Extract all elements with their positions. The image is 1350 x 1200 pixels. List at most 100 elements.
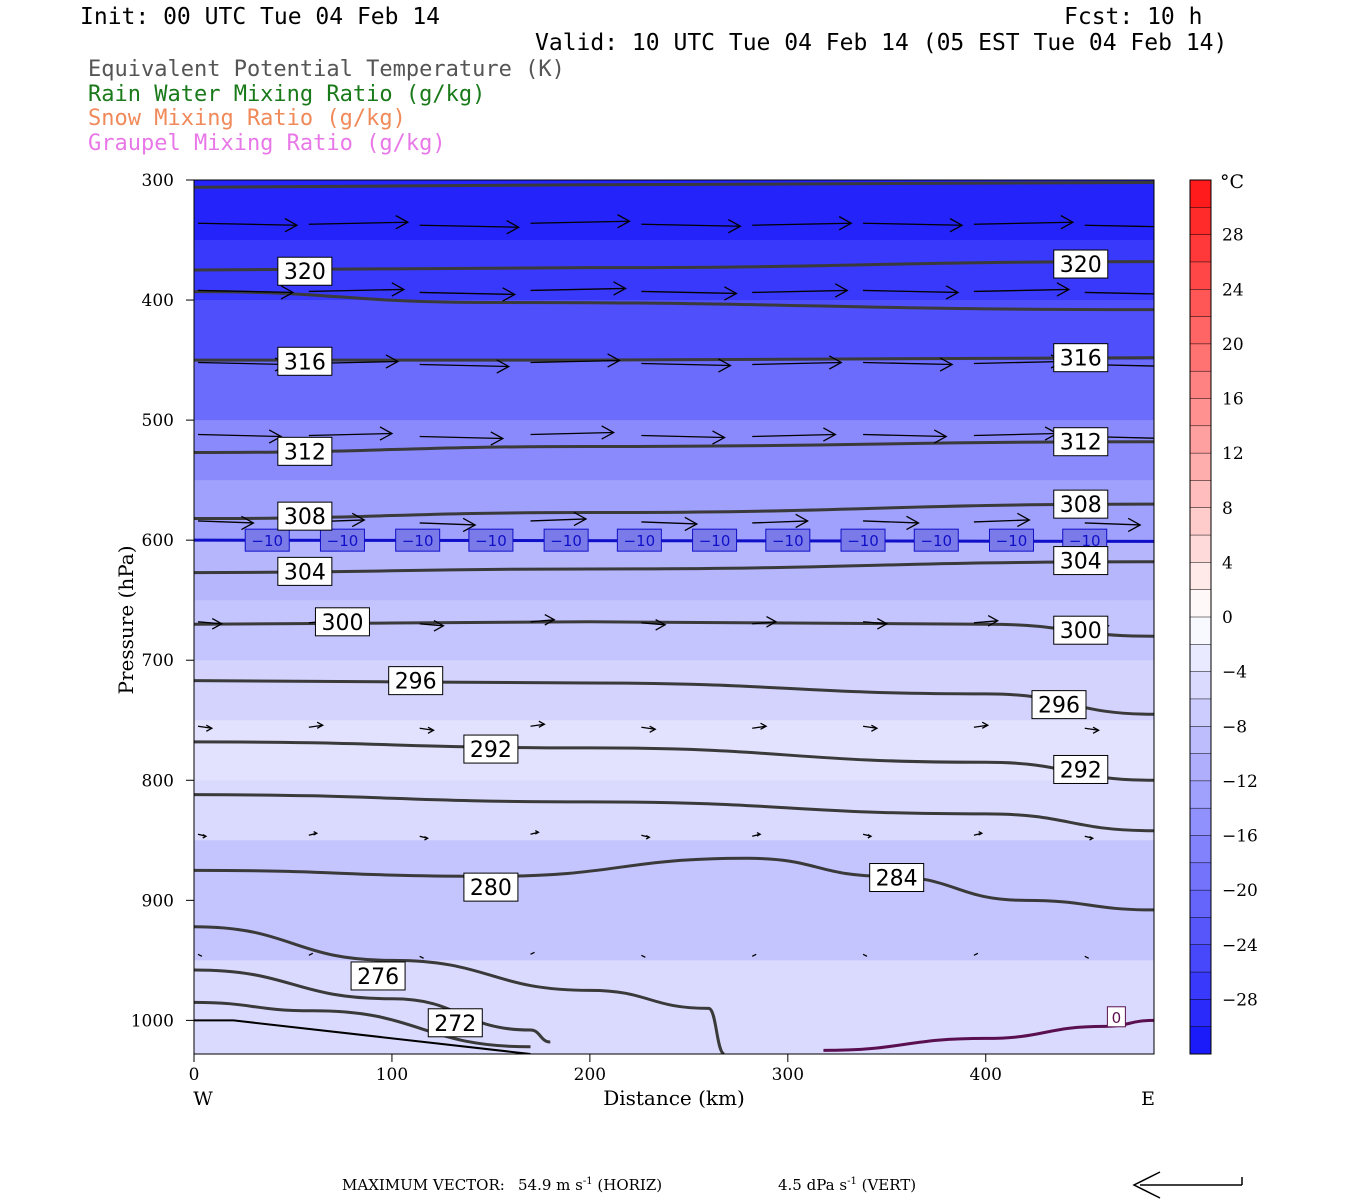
x-axis-west: W: [193, 1088, 213, 1110]
wind-vector-head: [424, 835, 429, 841]
wind-vector-head: [490, 431, 505, 446]
contour-label-box: [463, 734, 519, 764]
wind-vector-head: [906, 515, 920, 531]
wind-vector: [197, 621, 222, 625]
wind-vector: [1084, 955, 1090, 959]
wind-vector-head: [939, 357, 954, 372]
colorbar-tick-label: 12: [1222, 444, 1244, 464]
wind-vector: [197, 953, 203, 957]
x-axis-east: E: [1141, 1088, 1155, 1110]
contour-label: 316: [284, 350, 326, 375]
colorbar-segment: [1190, 753, 1211, 782]
wind-vector-head: [202, 833, 208, 839]
temperature-band: [194, 780, 1154, 842]
wind-vector-head: [284, 218, 299, 233]
temperature-band: [194, 360, 1154, 422]
x-tick-label: 200: [574, 1065, 606, 1085]
wind-vector: [973, 519, 1030, 523]
contour-label-box: [1053, 249, 1109, 279]
theta-e-contour: [194, 925, 726, 1054]
wind-vector: [197, 222, 297, 226]
theta-e-contour: [194, 1000, 531, 1049]
isotherm-label: −10: [772, 532, 804, 550]
contour-label-box: [350, 961, 406, 991]
colorbar-segment: [1190, 917, 1211, 946]
wind-vector-head: [1056, 282, 1071, 297]
isotherm-label: −10: [847, 532, 879, 550]
wind-vector: [419, 363, 509, 368]
wind-vector: [752, 725, 767, 729]
isotherm-label: −10: [624, 532, 656, 550]
wind-vector: [863, 222, 963, 226]
colorbar-tick-label: −28: [1222, 990, 1258, 1010]
contour-label-box: [1053, 754, 1109, 784]
colorbar-tick-label: 16: [1222, 390, 1244, 410]
temperature-band: [194, 960, 1154, 1054]
colorbar-tick-label: −4: [1222, 663, 1247, 683]
colorbar-segment: [1190, 617, 1211, 645]
isotherm-label: −10: [550, 532, 582, 550]
wind-vector-head: [1172, 221, 1184, 234]
y-tick-label: 900: [142, 891, 174, 911]
wind-vector-head: [877, 618, 889, 630]
wind-vector-head: [867, 833, 873, 839]
contour-label-box: [277, 346, 333, 376]
wind-vector: [751, 953, 757, 957]
wind-vector-head: [766, 616, 778, 628]
wind-vector-head: [949, 218, 964, 233]
colorbar-segment: [1190, 343, 1211, 372]
colorbar-segment: [1190, 890, 1211, 918]
contour-label: 304: [284, 560, 326, 585]
wind-vector-head: [649, 725, 657, 733]
isotherm-label-box: [395, 528, 441, 552]
ground-line: [194, 1019, 531, 1054]
wind-vector: [530, 359, 620, 364]
contour-label-box: [277, 501, 333, 531]
isotherm-label: −10: [699, 532, 731, 550]
wind-vector-head: [1127, 517, 1142, 533]
wind-vector-head: [1168, 288, 1180, 301]
isotherm-zero-label-box: [1106, 1006, 1126, 1028]
isotherm-label: −10: [327, 532, 359, 550]
wind-vector-head: [828, 355, 843, 370]
contour-label-box: [277, 256, 333, 286]
colorbar-tick-label: 24: [1222, 280, 1244, 300]
wind-vector: [419, 291, 515, 296]
theta-e-contour: [194, 740, 1154, 782]
wind-vector-head: [838, 216, 853, 231]
contour-label: 308: [1060, 493, 1102, 518]
wind-vector-head: [945, 285, 960, 300]
wind-vector-head: [981, 721, 990, 729]
wind-vector-head: [760, 722, 768, 730]
wind-vector: [752, 621, 777, 625]
wind-vector: [973, 360, 1064, 365]
wind-vector-head: [823, 427, 837, 442]
wind-vector: [419, 955, 424, 959]
wind-vector-head: [871, 724, 879, 732]
theta-e-contour: [194, 620, 1154, 638]
colorbar-segment: [1190, 698, 1211, 727]
wind-vector: [862, 953, 868, 957]
wind-vector: [973, 724, 988, 728]
contour-label-box: [463, 872, 519, 902]
contour-label: 292: [470, 738, 512, 763]
wind-vector: [752, 361, 842, 366]
wind-vector-head: [601, 425, 616, 440]
isotherm-label-box: [913, 528, 959, 552]
contour-label-box: [1053, 615, 1109, 645]
wind-vector: [308, 432, 392, 437]
wind-vector: [973, 288, 1069, 293]
wind-vector: [197, 289, 294, 294]
colorbar-segment: [1190, 371, 1211, 399]
wind-vector: [641, 726, 656, 730]
colorbar-segment: [1190, 1026, 1211, 1055]
wind-vector: [530, 220, 630, 224]
wind-vector: [641, 954, 646, 958]
reference-vector-arrow: [1132, 1171, 1243, 1199]
contour-label-box: [1053, 489, 1109, 519]
wind-vector-head: [313, 830, 319, 836]
wind-vector-head: [391, 282, 406, 297]
colorbar-tick-label: 28: [1222, 226, 1244, 246]
colorbar-segment: [1190, 862, 1211, 891]
contour-label-box: [1031, 690, 1087, 720]
